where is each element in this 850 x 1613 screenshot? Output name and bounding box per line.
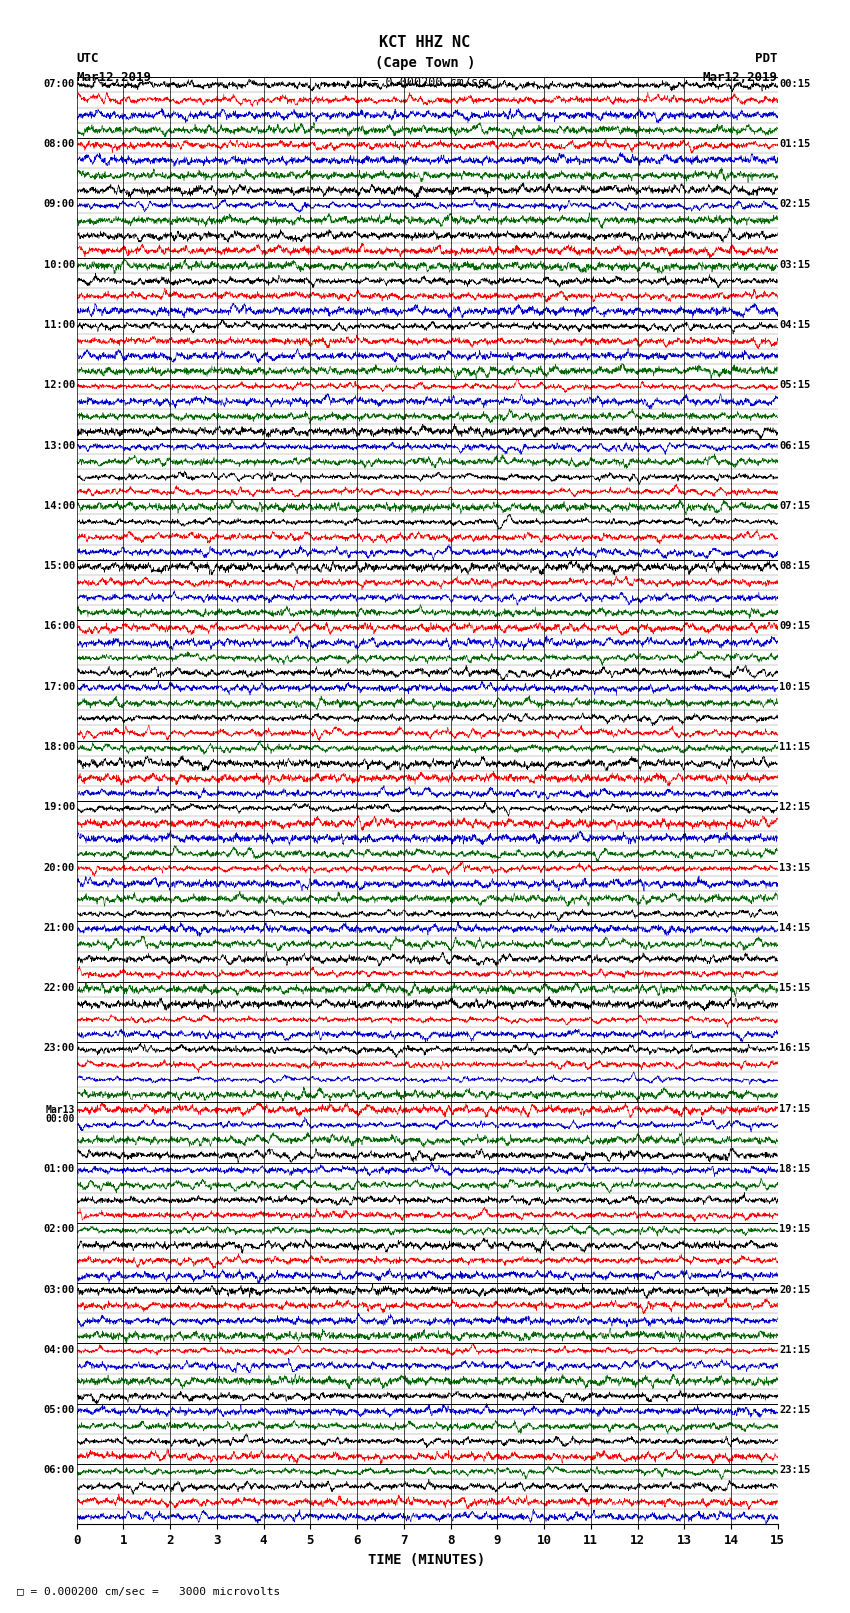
Text: Mar12,2019: Mar12,2019	[76, 71, 151, 84]
Text: 17:15: 17:15	[779, 1103, 810, 1113]
Text: 16:15: 16:15	[779, 1044, 810, 1053]
Text: 13:15: 13:15	[779, 863, 810, 873]
Text: 02:00: 02:00	[44, 1224, 75, 1234]
Text: 20:15: 20:15	[779, 1284, 810, 1295]
Text: 00:00: 00:00	[46, 1115, 75, 1124]
Text: 19:00: 19:00	[44, 802, 75, 813]
Text: 02:15: 02:15	[779, 200, 810, 210]
Text: 17:00: 17:00	[44, 682, 75, 692]
Text: 18:00: 18:00	[44, 742, 75, 752]
Text: 19:15: 19:15	[779, 1224, 810, 1234]
Text: 23:15: 23:15	[779, 1466, 810, 1476]
Text: 07:00: 07:00	[44, 79, 75, 89]
Text: 04:00: 04:00	[44, 1345, 75, 1355]
Text: UTC: UTC	[76, 52, 99, 65]
Text: 21:15: 21:15	[779, 1345, 810, 1355]
Text: 00:15: 00:15	[779, 79, 810, 89]
Text: 14:15: 14:15	[779, 923, 810, 932]
Text: 22:15: 22:15	[779, 1405, 810, 1415]
Text: 15:15: 15:15	[779, 984, 810, 994]
Text: 06:00: 06:00	[44, 1466, 75, 1476]
X-axis label: TIME (MINUTES): TIME (MINUTES)	[369, 1553, 485, 1566]
Text: 01:15: 01:15	[779, 139, 810, 148]
Text: KCT HHZ NC: KCT HHZ NC	[379, 35, 471, 50]
Text: Mar12,2019: Mar12,2019	[703, 71, 778, 84]
Text: 01:00: 01:00	[44, 1165, 75, 1174]
Text: 04:15: 04:15	[779, 319, 810, 331]
Text: 21:00: 21:00	[44, 923, 75, 932]
Text: □ = 0.000200 cm/sec =   3000 microvolts: □ = 0.000200 cm/sec = 3000 microvolts	[17, 1587, 280, 1597]
Text: 05:00: 05:00	[44, 1405, 75, 1415]
Text: 14:00: 14:00	[44, 502, 75, 511]
Text: 13:00: 13:00	[44, 440, 75, 450]
Text: 18:15: 18:15	[779, 1165, 810, 1174]
Text: I = 0.000200 cm/sec: I = 0.000200 cm/sec	[357, 76, 493, 89]
Text: 11:00: 11:00	[44, 319, 75, 331]
Text: 09:15: 09:15	[779, 621, 810, 631]
Text: 07:15: 07:15	[779, 502, 810, 511]
Text: 23:00: 23:00	[44, 1044, 75, 1053]
Text: 12:15: 12:15	[779, 802, 810, 813]
Text: 10:00: 10:00	[44, 260, 75, 269]
Text: PDT: PDT	[756, 52, 778, 65]
Text: 16:00: 16:00	[44, 621, 75, 631]
Text: 03:00: 03:00	[44, 1284, 75, 1295]
Text: 10:15: 10:15	[779, 682, 810, 692]
Text: 20:00: 20:00	[44, 863, 75, 873]
Text: 03:15: 03:15	[779, 260, 810, 269]
Text: 09:00: 09:00	[44, 200, 75, 210]
Text: 12:00: 12:00	[44, 381, 75, 390]
Text: 08:00: 08:00	[44, 139, 75, 148]
Text: (Cape Town ): (Cape Town )	[375, 56, 475, 71]
Text: 05:15: 05:15	[779, 381, 810, 390]
Text: 22:00: 22:00	[44, 984, 75, 994]
Text: Mar13: Mar13	[46, 1105, 75, 1115]
Text: 06:15: 06:15	[779, 440, 810, 450]
Text: 15:00: 15:00	[44, 561, 75, 571]
Text: 11:15: 11:15	[779, 742, 810, 752]
Text: 08:15: 08:15	[779, 561, 810, 571]
